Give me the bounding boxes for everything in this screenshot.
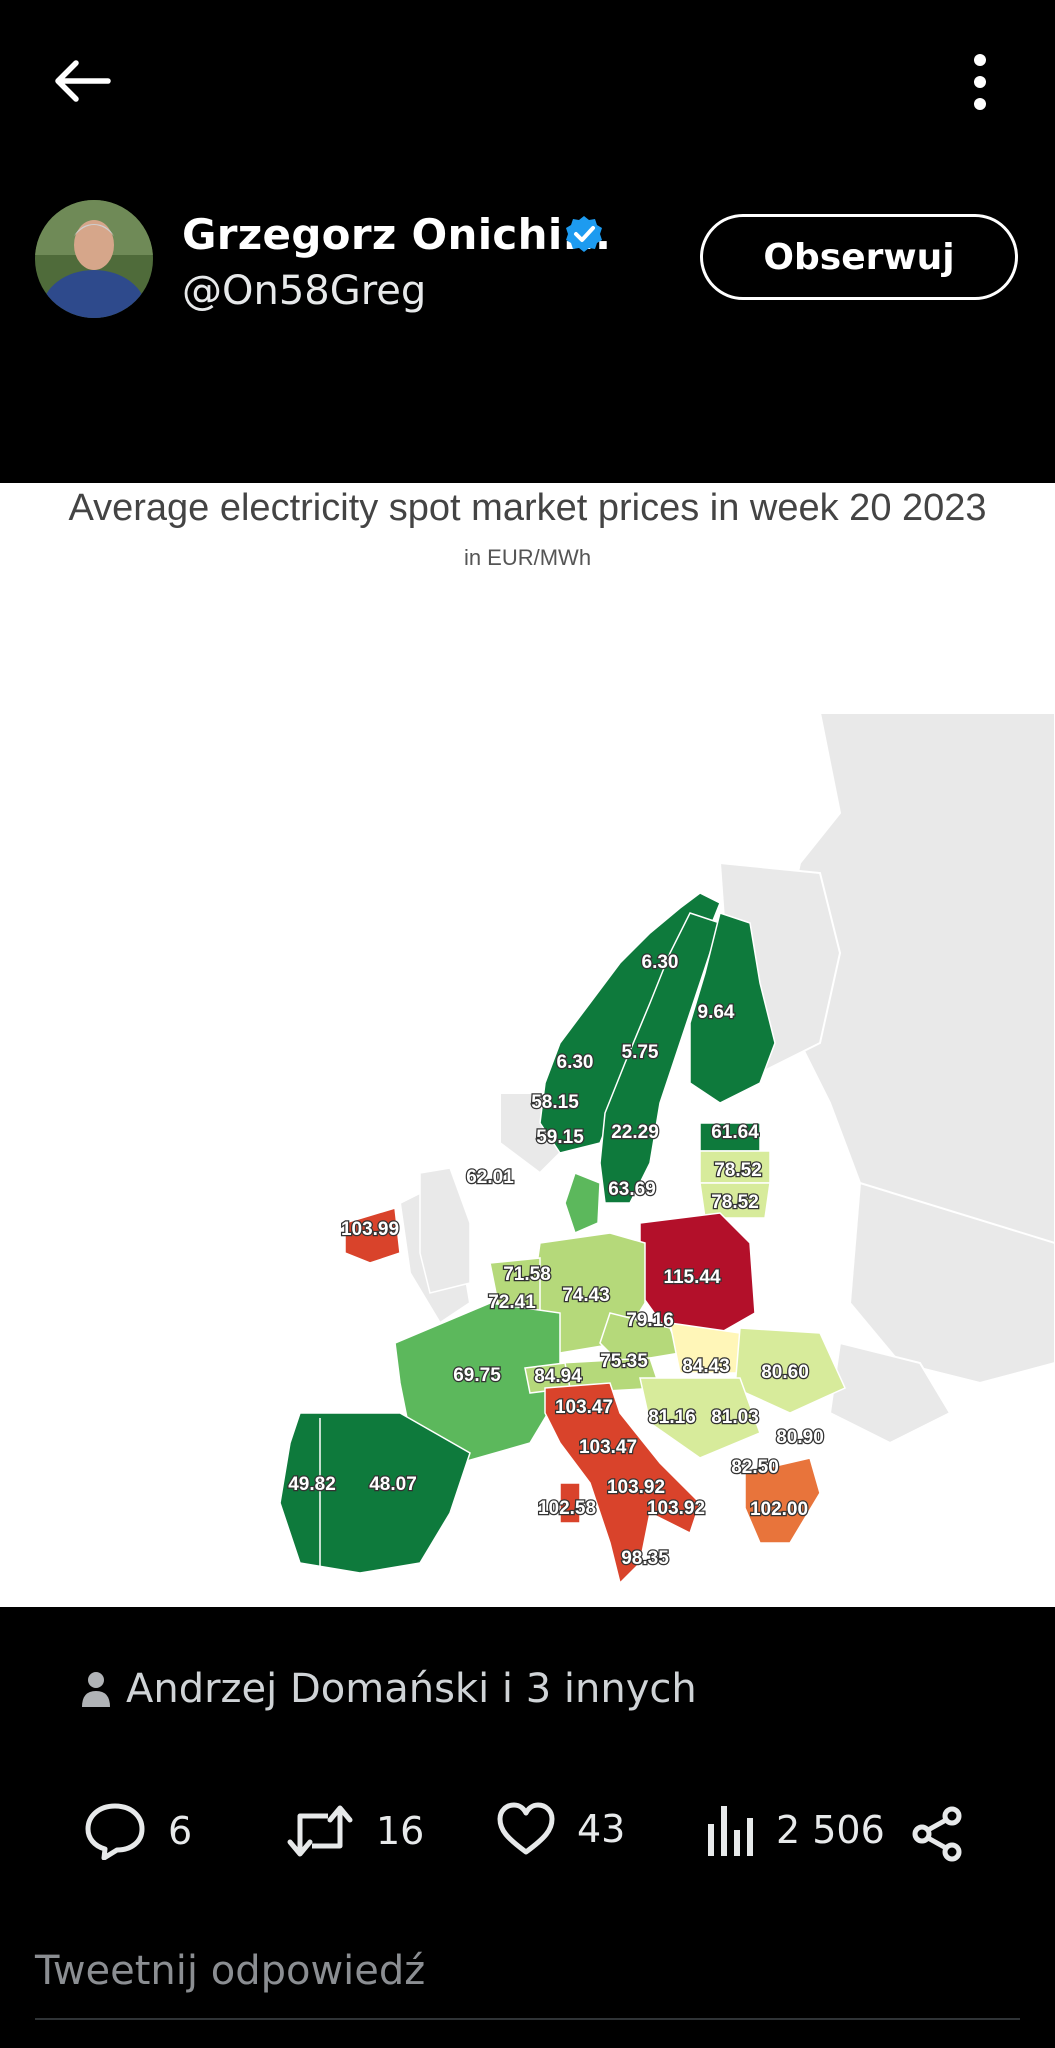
author-handle[interactable]: @On58Greg: [182, 268, 427, 314]
price-label: 63.69: [608, 1179, 656, 1200]
more-options-icon[interactable]: [955, 52, 1005, 112]
heart-icon: [497, 1802, 555, 1855]
retweet-count: 16: [376, 1809, 425, 1853]
price-label: 81.03: [711, 1407, 759, 1428]
retweet-button[interactable]: 16: [286, 1802, 424, 1860]
price-label: 98.35: [621, 1548, 669, 1569]
chart-title: Average electricity spot market prices i…: [68, 487, 987, 529]
price-label: 5.75: [622, 1042, 659, 1063]
like-count: 43: [577, 1807, 626, 1851]
retweet-icon: [287, 1805, 353, 1857]
liked-by-row[interactable]: Andrzej Domański i 3 innych: [80, 1666, 697, 1712]
region-greece: [744, 1457, 821, 1544]
price-label: 59.15: [536, 1127, 584, 1148]
price-label: 74.43: [562, 1285, 610, 1306]
price-label: 81.16: [648, 1407, 696, 1428]
price-label: 84.94: [534, 1366, 582, 1387]
reply-input[interactable]: Tweetnij odpowiedź: [35, 1948, 1020, 2020]
reply-count: 6: [168, 1809, 193, 1853]
price-label: 103.47: [555, 1397, 613, 1418]
author-name[interactable]: Grzegorz Onichi...: [182, 210, 612, 259]
price-label: 58.15: [531, 1092, 579, 1113]
region-italy: [544, 1382, 701, 1585]
views-button[interactable]: 2 506: [706, 1802, 885, 1858]
price-label: 9.64: [698, 1002, 735, 1023]
price-label: 22.29: [611, 1122, 659, 1143]
price-label: 80.90: [776, 1427, 824, 1448]
region-france: [394, 1302, 561, 1464]
price-label: 102.58: [538, 1498, 596, 1519]
price-label: 49.82: [288, 1474, 336, 1495]
price-label: 80.60: [761, 1362, 809, 1383]
region-iberia: [279, 1412, 471, 1574]
region-finland: [689, 912, 776, 1104]
price-label: 102.00: [750, 1499, 808, 1520]
price-label: 48.07: [369, 1474, 417, 1495]
price-label: 71.58: [503, 1264, 551, 1285]
price-label: 69.75: [453, 1365, 501, 1386]
price-label: 6.30: [557, 1052, 594, 1073]
back-arrow-icon[interactable]: [52, 56, 112, 106]
chart-subtitle: in EUR/MWh: [463, 545, 592, 570]
person-icon: [82, 1672, 110, 1707]
price-label: 103.99: [341, 1219, 399, 1240]
price-label: 62.01: [466, 1167, 514, 1188]
liked-by-text: Andrzej Domański i 3 innych: [126, 1666, 697, 1712]
price-label: 78.52: [714, 1160, 762, 1181]
price-label: 78.52: [711, 1192, 759, 1213]
share-icon[interactable]: [910, 1806, 966, 1862]
price-label: 75.35: [600, 1351, 648, 1372]
view-count: 2 506: [776, 1808, 885, 1852]
price-label: 72.41: [488, 1292, 536, 1313]
price-label: 6.30: [642, 952, 679, 973]
price-label: 84.43: [682, 1356, 730, 1377]
follow-button[interactable]: Obserwuj: [700, 214, 1018, 300]
reply-button[interactable]: 6: [84, 1802, 192, 1860]
verified-badge-icon: [566, 216, 602, 252]
price-label: 82.50: [731, 1457, 779, 1478]
price-label: 115.44: [663, 1267, 720, 1288]
avatar[interactable]: [35, 200, 153, 318]
europe-price-map: 6.30 9.64 5.75 6.30 58.15 59.15 22.29 61.64 78.5…: [279, 712, 1055, 1585]
price-label: 103.92: [607, 1477, 665, 1498]
price-label: 103.47: [579, 1437, 637, 1458]
tweet-media-image[interactable]: 6.30 9.64 5.75 6.30 58.15 59.15 22.29 61.64 78.5…: [0, 483, 1055, 1607]
region-sweden: [599, 912, 721, 1204]
reply-bubble-icon: [85, 1803, 145, 1860]
price-label: 61.64: [711, 1122, 759, 1143]
analytics-bars-icon: [708, 1806, 753, 1856]
like-button[interactable]: 43: [497, 1802, 625, 1856]
price-label: 79.16: [626, 1310, 674, 1331]
price-label: 103.92: [647, 1498, 705, 1519]
